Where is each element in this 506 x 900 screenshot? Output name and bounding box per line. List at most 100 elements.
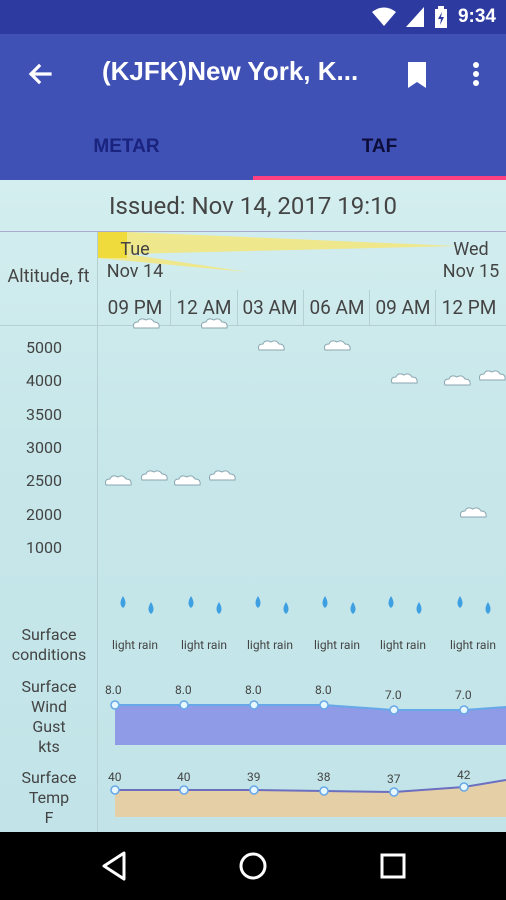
tab-taf[interactable]: TAF bbox=[361, 136, 398, 157]
altitude-tick: 3500 bbox=[26, 405, 62, 424]
row-label-line: Surface bbox=[21, 768, 77, 787]
condition-text: light rain bbox=[112, 638, 158, 652]
taf-forecast-view[interactable]: Issued: Nov 14, 2017 19:10 Altitude, ft … bbox=[0, 180, 506, 832]
temp-value: 40 bbox=[108, 770, 122, 784]
time-separator bbox=[369, 290, 370, 326]
row-label-line: Surface bbox=[21, 625, 77, 644]
wind-point bbox=[110, 700, 120, 710]
raindrop-icon bbox=[188, 596, 194, 608]
altitude-tick: 1000 bbox=[26, 538, 62, 557]
condition-text: light rain bbox=[380, 638, 426, 652]
cloud-icon bbox=[324, 340, 351, 351]
date-wed: Wed Nov 15 bbox=[440, 239, 502, 283]
tab-metar[interactable]: METAR bbox=[93, 136, 160, 157]
altitude-label: Altitude, ft bbox=[7, 266, 90, 287]
temp-point bbox=[389, 787, 399, 797]
surface-conditions-label: Surface conditions bbox=[0, 625, 98, 665]
time-separator bbox=[237, 290, 238, 326]
nav-home-icon[interactable] bbox=[236, 849, 270, 883]
date-tue: Tue Nov 14 bbox=[104, 239, 166, 283]
time-label: 12 PM bbox=[441, 296, 497, 319]
temp-point bbox=[110, 785, 120, 795]
temp-value: 37 bbox=[387, 772, 401, 786]
wind-value: 8.0 bbox=[175, 683, 192, 697]
date-date: Nov 14 bbox=[106, 261, 164, 282]
raindrop-icon bbox=[120, 596, 126, 608]
header-divider bbox=[0, 325, 506, 326]
cloud-icon bbox=[141, 470, 168, 481]
cloud-icon bbox=[209, 470, 236, 481]
temp-area bbox=[115, 781, 506, 817]
row-label-line: Temp bbox=[28, 788, 70, 807]
signal-icon bbox=[405, 7, 424, 27]
condition-text: light rain bbox=[247, 638, 293, 652]
raindrop-icon bbox=[350, 602, 356, 614]
altitude-tick: 2000 bbox=[26, 505, 62, 524]
more-vert-icon[interactable] bbox=[466, 58, 486, 92]
wind-value: 8.0 bbox=[245, 683, 262, 697]
date-day: Wed bbox=[453, 239, 489, 260]
cloud-icon bbox=[460, 507, 487, 518]
column-divider bbox=[97, 232, 98, 832]
condition-text: light rain bbox=[181, 638, 227, 652]
raindrop-icon bbox=[457, 596, 463, 608]
app-bar: (KJFK)New York, K... bbox=[0, 34, 506, 114]
navigation-bar bbox=[0, 832, 506, 900]
raindrop-icon bbox=[283, 602, 289, 614]
wind-value: 7.0 bbox=[455, 688, 472, 702]
surface-wind-label: Surface Wind Gust kts bbox=[0, 677, 98, 757]
altitude-tick: 5000 bbox=[26, 338, 62, 357]
temp-point bbox=[459, 782, 469, 792]
surface-temp-label: Surface Temp F bbox=[0, 768, 98, 828]
station-title: (KJFK)New York, K... bbox=[102, 56, 359, 86]
raindrop-icon bbox=[388, 596, 394, 608]
wind-point bbox=[319, 700, 329, 710]
wind-value: 8.0 bbox=[315, 683, 332, 697]
cloud-icon bbox=[258, 340, 285, 351]
row-label-line: Wind bbox=[31, 697, 67, 716]
nav-back-icon[interactable] bbox=[98, 849, 132, 883]
date-date: Nov 15 bbox=[442, 261, 500, 282]
row-label-line: Gust bbox=[32, 717, 66, 736]
temp-point bbox=[179, 785, 189, 795]
raindrop-icon bbox=[322, 596, 328, 608]
wind-value: 7.0 bbox=[385, 688, 402, 702]
row-label-line: Surface bbox=[21, 677, 77, 696]
cloud-icon bbox=[479, 370, 506, 381]
condition-text: light rain bbox=[314, 638, 360, 652]
issued-time: Issued: Nov 14, 2017 19:10 bbox=[0, 180, 506, 232]
temp-value: 40 bbox=[177, 770, 191, 784]
tab-bar: METAR TAF bbox=[0, 114, 506, 180]
row-label-line: kts bbox=[38, 737, 60, 756]
wind-area bbox=[115, 705, 506, 745]
wind-point bbox=[179, 700, 189, 710]
condition-text: light rain bbox=[450, 638, 496, 652]
time-separator bbox=[170, 290, 171, 326]
forecast-graphics bbox=[105, 318, 506, 817]
nav-recents-icon[interactable] bbox=[376, 849, 410, 883]
bookmark-icon[interactable] bbox=[402, 58, 432, 92]
cloud-icon bbox=[391, 373, 418, 384]
time-label: 12 AM bbox=[176, 296, 232, 319]
raindrop-icon bbox=[485, 602, 491, 614]
time-label: 03 AM bbox=[242, 296, 298, 319]
cloud-icon bbox=[133, 318, 160, 329]
status-time: 9:34 bbox=[457, 6, 496, 27]
date-day: Tue bbox=[120, 239, 150, 260]
temp-value: 42 bbox=[457, 768, 471, 782]
arrow-back-icon[interactable] bbox=[22, 58, 56, 92]
row-label-line: F bbox=[44, 808, 54, 827]
cloud-icon bbox=[174, 475, 201, 486]
time-separator bbox=[303, 290, 304, 326]
cloud-icon bbox=[201, 318, 228, 329]
cloud-icon bbox=[105, 475, 132, 486]
wifi-icon bbox=[371, 7, 396, 26]
cloud-icon bbox=[444, 375, 471, 386]
row-label-line: conditions bbox=[11, 645, 87, 664]
altitude-tick: 3000 bbox=[26, 438, 62, 457]
wind-point bbox=[459, 705, 469, 715]
status-bar: 9:34 bbox=[0, 0, 506, 34]
wind-point bbox=[389, 705, 399, 715]
altitude-tick: 2500 bbox=[26, 471, 62, 490]
temp-point bbox=[249, 785, 259, 795]
